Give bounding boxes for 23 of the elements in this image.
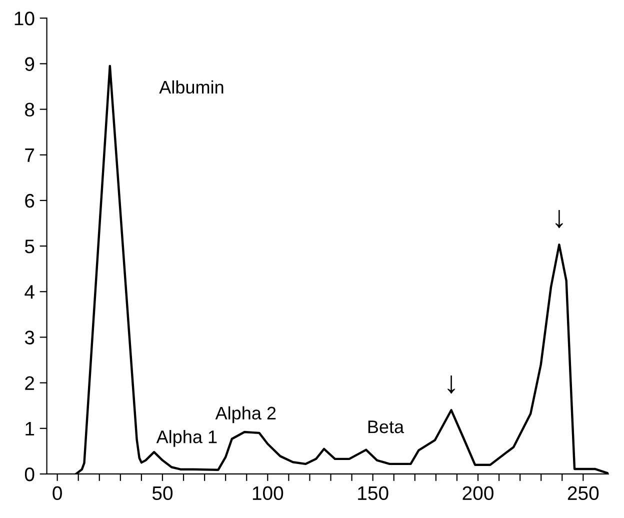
x-tick-label: 100 [252,486,284,500]
x-tick-label: 250 [568,486,599,500]
x-tick-label: 200 [462,486,494,500]
annotation: ↓ [556,210,563,228]
annotation: Alpha 1 [156,430,217,447]
y-tick-label: 1 [26,422,34,436]
y-tick-label: 8 [25,102,34,117]
x-tick-label: 150 [358,486,388,500]
y-tick-label: 10 [14,12,34,26]
x-tick-label: 0 [52,486,62,500]
y-tick-label: 4 [24,285,34,299]
y-tick-label: 3 [24,330,34,344]
y-tick-label: 2 [25,376,34,390]
annotation: Albumin [159,80,224,94]
x-tick-label: 50 [152,486,173,500]
annotation: Alpha 2 [215,406,276,424]
y-tick-label: 6 [25,194,34,208]
y-tick-label: 9 [25,57,34,71]
annotation: ↓ [448,376,455,394]
y-tick-label: 5 [24,240,34,254]
y-tick-label: 7 [25,148,34,162]
y-tick-label: 0 [24,467,34,482]
annotation: Beta [368,420,404,434]
